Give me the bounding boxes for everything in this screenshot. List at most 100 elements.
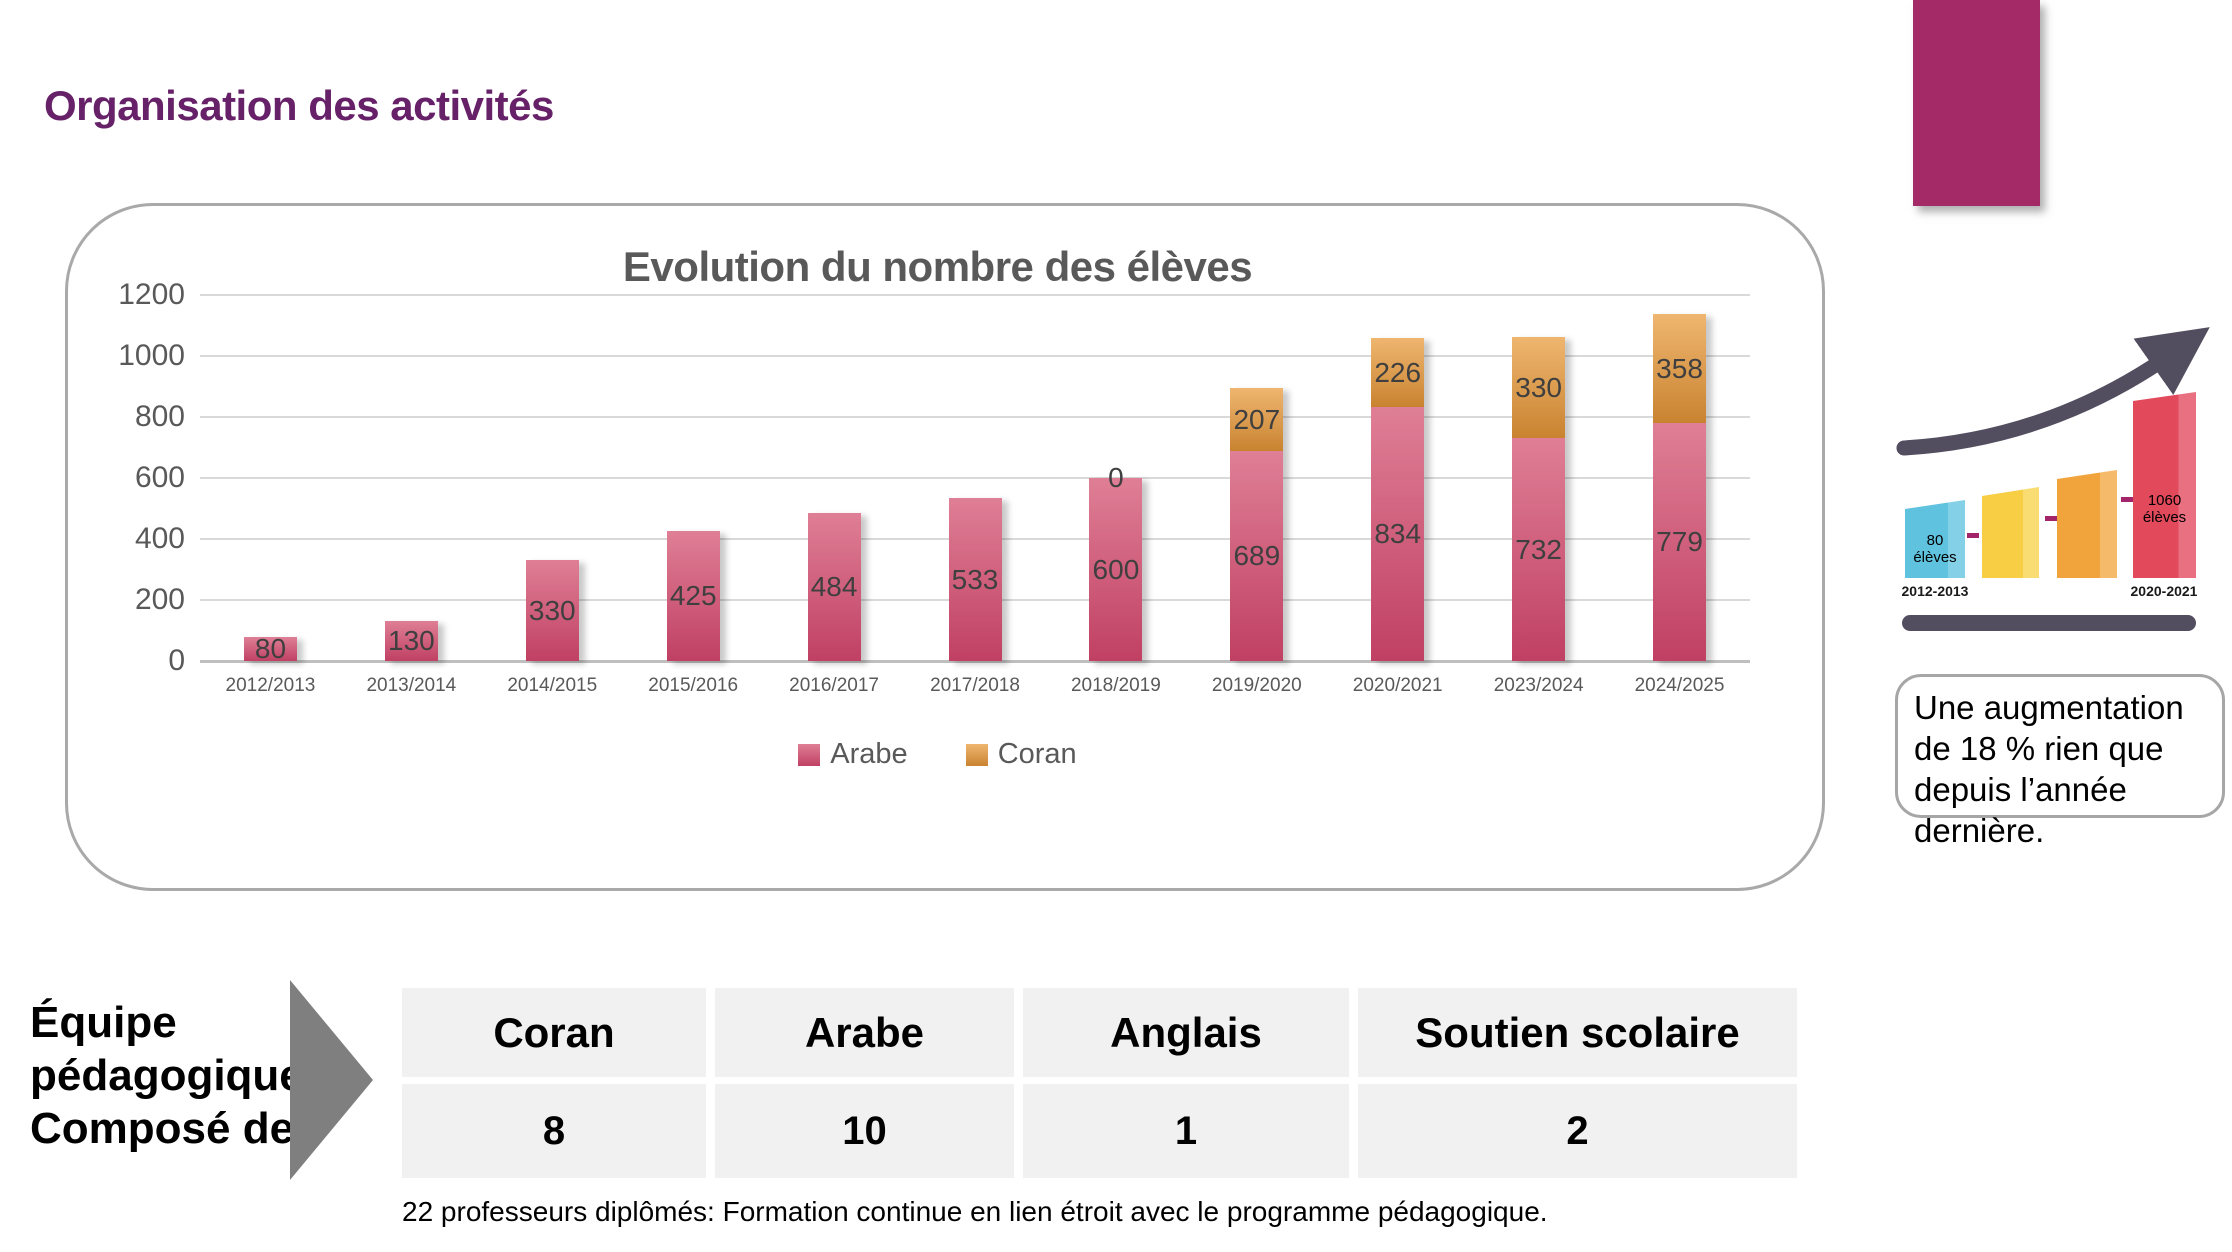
bar-segment-coran: 330 — [1512, 337, 1566, 438]
bar-stack-2013-2014: 130 — [384, 621, 438, 661]
y-tick-label: 200 — [134, 583, 185, 616]
bar-stack-2014-2015: 330 — [525, 560, 579, 661]
header-cell: Anglais — [1023, 988, 1349, 1077]
data-label-arabe: 834 — [1374, 518, 1422, 549]
chart-title: Evolution du nombre des élèves — [622, 243, 1253, 290]
data-label-coran: 358 — [1656, 352, 1703, 384]
x-tick-label: 2020/2021 — [1352, 675, 1443, 696]
mini-bar-label: 1060 élèves — [2142, 492, 2187, 526]
bar-segment-arabe: 484 — [807, 513, 861, 661]
team-label: Équipe pédagogique Composé de — [30, 996, 304, 1155]
legend-item-coran: Coran — [965, 738, 1077, 771]
x-tick-label: 2013/2014 — [366, 675, 457, 696]
bar-segment-arabe: 533 — [948, 498, 1002, 661]
team-label-line: pédagogique — [30, 1051, 304, 1100]
header-cell: Soutien scolaire — [1358, 988, 1797, 1077]
dash-icon — [1967, 533, 1979, 538]
gridline — [200, 660, 1750, 663]
accent-rectangle — [1913, 0, 2040, 206]
gridline — [200, 355, 1750, 357]
value-cell: 1 — [1023, 1084, 1349, 1178]
x-tick-label: 2018/2019 — [1070, 675, 1161, 696]
legend-label: Coran — [997, 738, 1077, 770]
growth-arrow-icon — [1896, 327, 2210, 456]
data-label-arabe: 484 — [810, 571, 858, 602]
data-label-coran: 330 — [1515, 371, 1562, 403]
value-cell: 10 — [715, 1084, 1014, 1178]
arrow-right-icon — [290, 980, 373, 1180]
bar-stack-2020-2021: 226 834 — [1371, 338, 1425, 661]
legend-item-arabe: Arabe — [798, 738, 908, 771]
baseline-bar — [1902, 615, 2196, 631]
data-label-arabe: 689 — [1233, 540, 1281, 571]
data-label-coran: 207 — [1233, 403, 1281, 435]
data-label-arabe: 533 — [951, 563, 999, 595]
x-tick-label: 2019/2020 — [1211, 675, 1302, 696]
bar-stack-2015-2016: 425 — [666, 531, 720, 661]
header-cell: Coran — [402, 988, 706, 1077]
x-tick-label: 2015/2016 — [648, 675, 739, 696]
bar-segment-arabe: 80 — [243, 633, 297, 664]
y-tick-label: 800 — [134, 400, 185, 433]
stacked-bar-chart: 80 130 330 425 484 533 600 0 207 689 226 834 330 732 3… — [200, 294, 1750, 664]
value-cell: 8 — [402, 1084, 706, 1178]
team-label-line: Équipe — [30, 998, 177, 1047]
dash-icon — [2045, 516, 2057, 521]
bar-segment-arabe: 834 — [1371, 407, 1425, 661]
footnote: 22 professeurs diplômés: Formation conti… — [402, 1196, 1548, 1227]
bar-stack-2024-2025: 358 779 — [1653, 314, 1707, 661]
bar-stack-2017-2018: 533 — [948, 498, 1002, 661]
mini-bar-2012: 80 élèves — [1905, 500, 1965, 578]
mini-bar-label: 80 élèves — [1913, 532, 1957, 566]
bar-stack-2018-2019: 600 0 — [1089, 462, 1143, 661]
bar-stack-2019-2020: 207 689 — [1230, 388, 1284, 661]
bar-segment-arabe: 732 — [1512, 438, 1566, 661]
arabe-swatch-icon — [798, 743, 821, 766]
year-label-2020: 2020-2021 — [2130, 583, 2198, 599]
data-label-coran: 226 — [1374, 356, 1422, 388]
mini-bar-3 — [2057, 470, 2117, 578]
bar-segment-arabe: 779 — [1653, 423, 1707, 661]
gridline — [200, 294, 1750, 296]
team-table: Coran Arabe Anglais Soutien scolaire 8 1… — [402, 988, 1797, 1178]
legend-label: Arabe — [830, 738, 908, 770]
x-tick-label: 2014/2015 — [507, 675, 598, 696]
header-cell: Arabe — [715, 988, 1014, 1077]
x-tick-label: 2024/2025 — [1634, 675, 1725, 696]
gridline — [200, 477, 1750, 479]
x-tick-label: 2012/2013 — [225, 675, 316, 696]
coran-swatch-icon — [965, 743, 988, 766]
y-tick-label: 0 — [168, 644, 185, 677]
gridline — [200, 416, 1750, 418]
data-label-arabe: 425 — [669, 580, 717, 611]
year-label-2012: 2012-2013 — [1901, 583, 1969, 599]
bar-stack-2023-2024: 330 732 — [1512, 337, 1566, 661]
x-tick-label: 2016/2017 — [789, 675, 879, 696]
dash-icon — [2121, 497, 2133, 502]
bar-segment-arabe: 425 — [666, 531, 720, 661]
data-label-arabe: 130 — [388, 625, 435, 656]
x-tick-label: 2023/2024 — [1493, 675, 1584, 696]
bar-segment-coran: 226 — [1371, 338, 1425, 407]
mini-bar-2020: 1060 élèves — [2133, 392, 2196, 578]
x-tick-label: 2017/2018 — [930, 675, 1020, 696]
team-label-line: Composé de — [30, 1104, 295, 1153]
table-value-row: 8 10 1 2 — [402, 1084, 1797, 1178]
data-label-arabe: 732 — [1515, 533, 1562, 565]
table-header-row: Coran Arabe Anglais Soutien scolaire — [402, 988, 1797, 1077]
y-tick-label: 600 — [134, 461, 185, 494]
y-tick-label: 400 — [134, 522, 185, 555]
bar-stack-2012-2013: 80 — [243, 633, 297, 664]
bar-segment-arabe: 330 — [525, 560, 579, 661]
page-title: Organisation des activités — [44, 82, 554, 129]
data-label-arabe: 779 — [1656, 526, 1703, 557]
bar-segment-arabe: 689 — [1230, 451, 1284, 661]
growth-infographic: 80 élèves 1060 élèves 2012-2013 2020-202… — [1890, 320, 2220, 650]
bar-segment-arabe: 130 — [384, 621, 438, 661]
mini-bar-2 — [1982, 487, 2039, 578]
chart-legend: Arabe Coran — [165, 738, 1710, 771]
value-cell: 2 — [1358, 1084, 1797, 1178]
bar-segment-arabe: 600 — [1089, 478, 1143, 661]
bar-segment-coran: 207 — [1230, 388, 1284, 451]
